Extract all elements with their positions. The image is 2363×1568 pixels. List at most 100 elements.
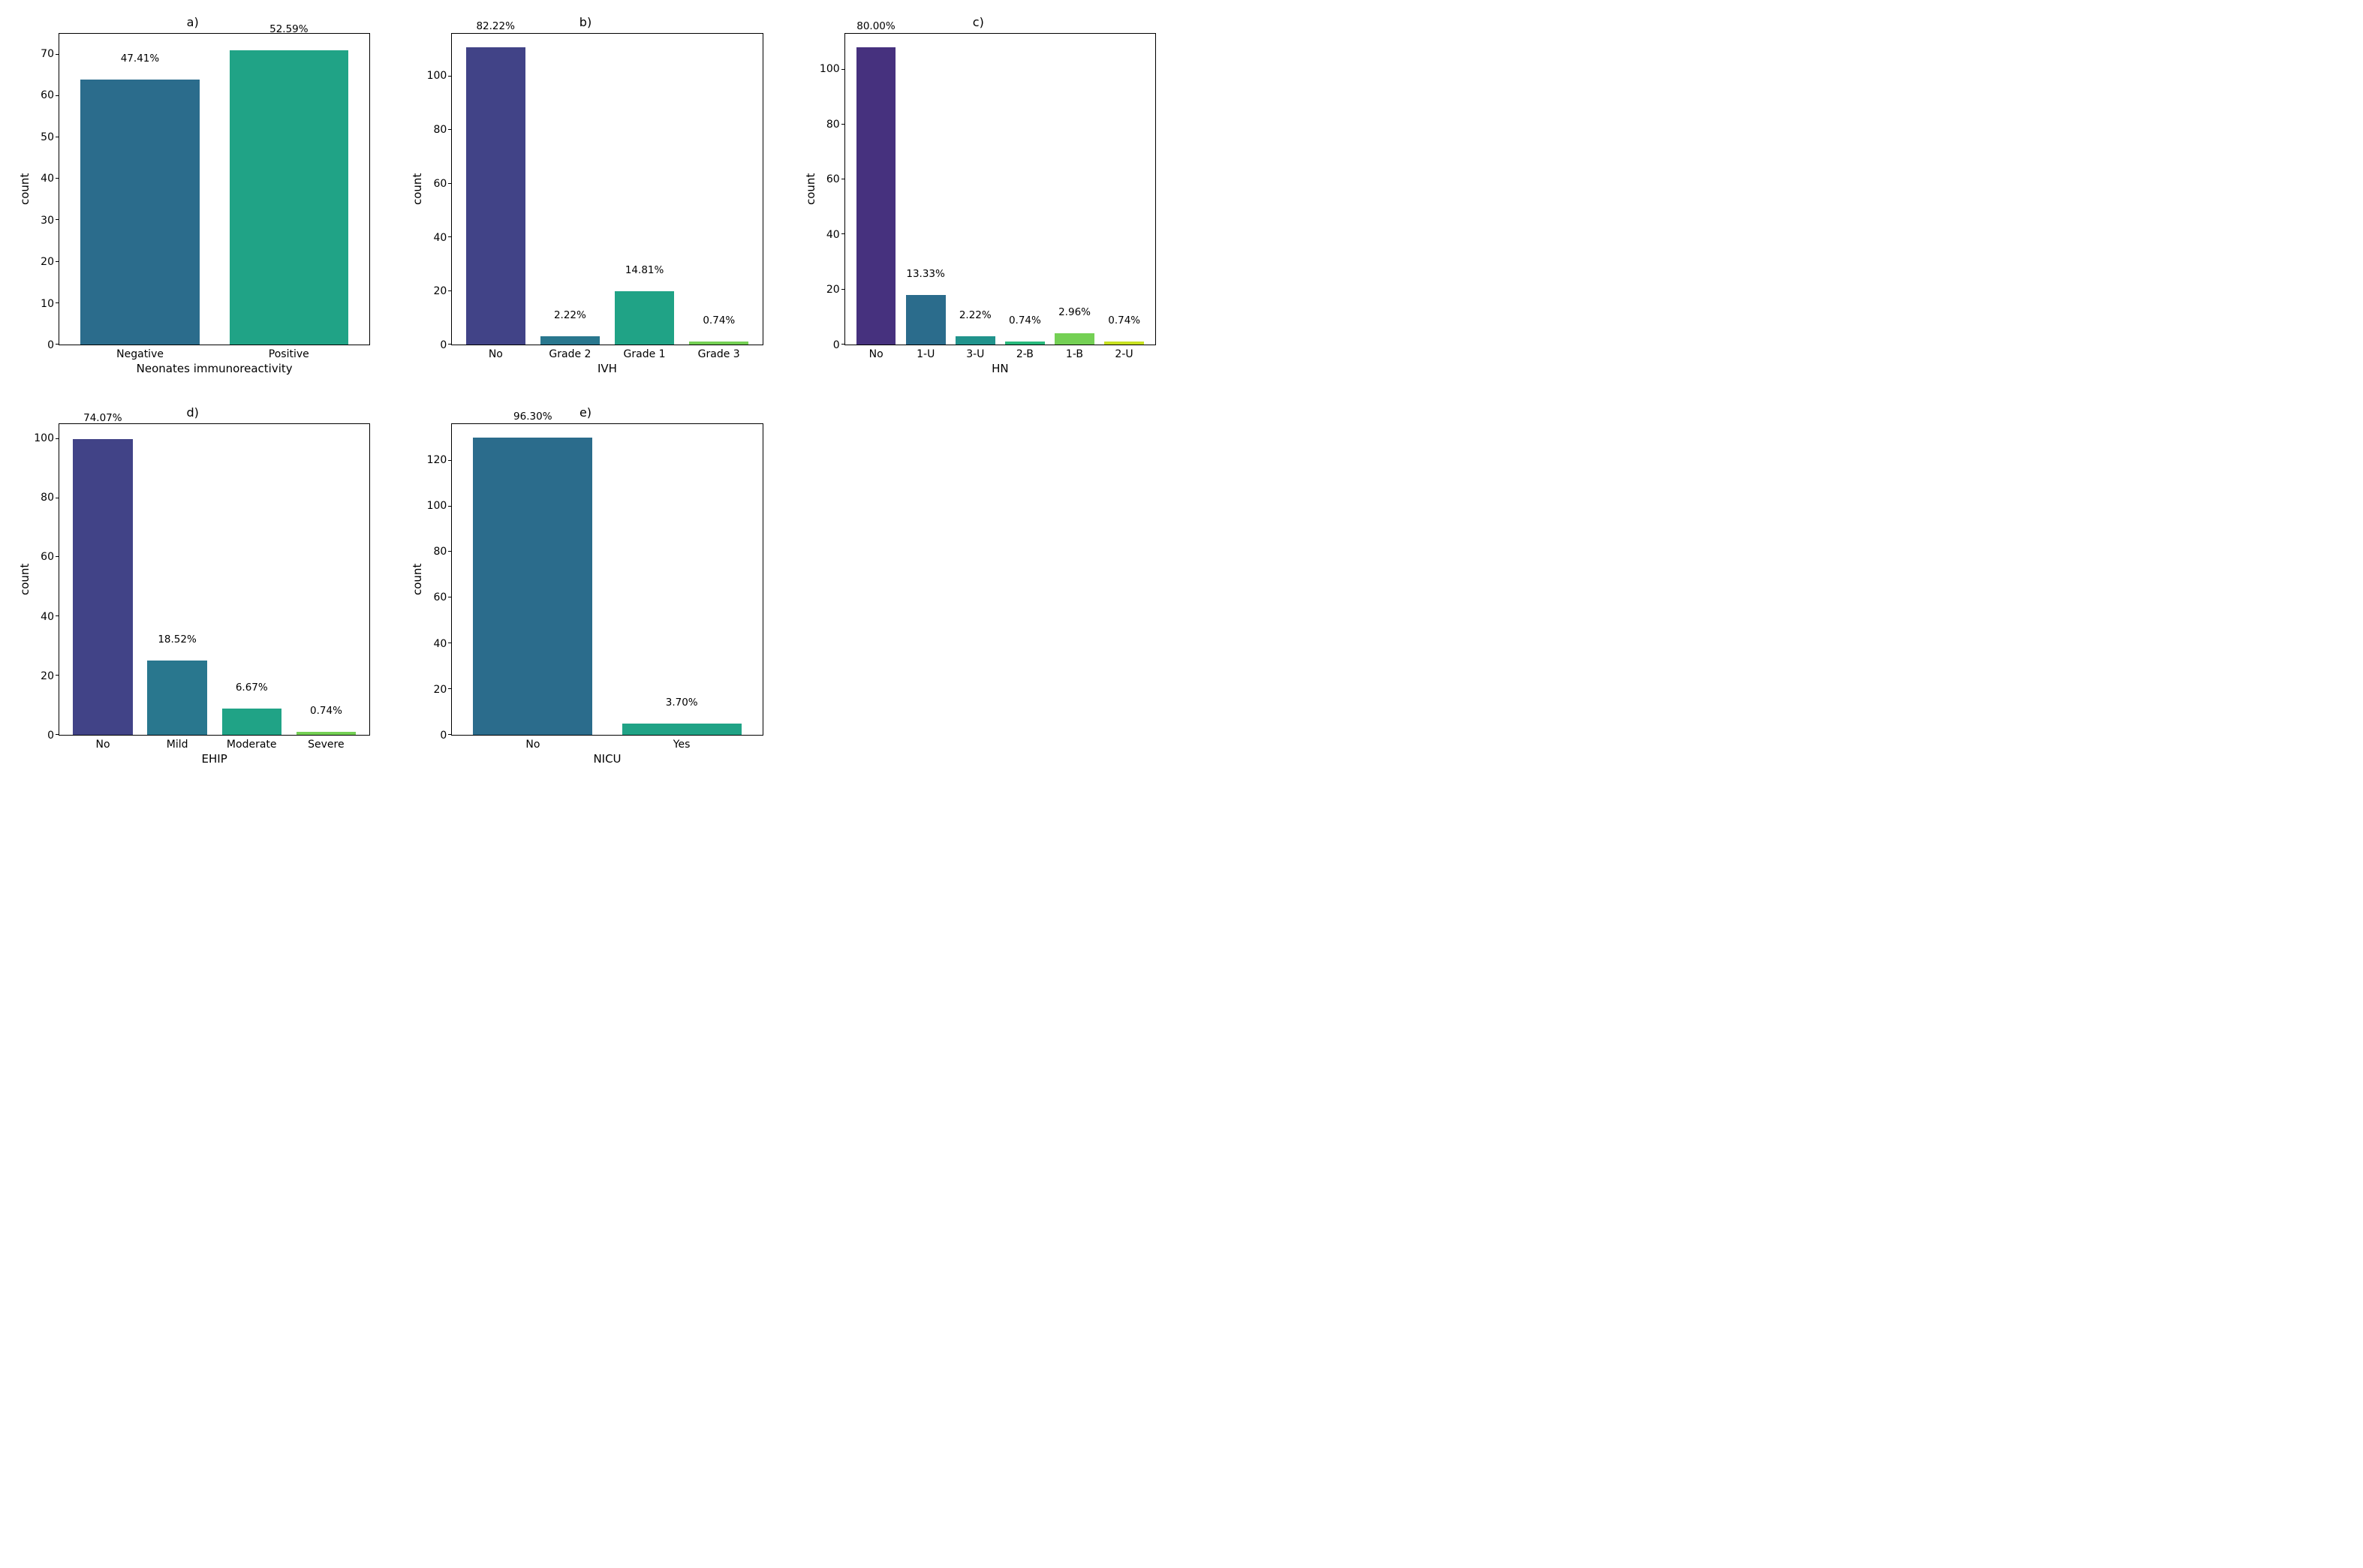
bar-wrap: 6.67% <box>215 424 289 735</box>
bar-value-label: 47.41% <box>121 53 159 66</box>
y-tick: 60 <box>434 178 447 190</box>
bar-wrap: 0.74% <box>289 424 363 735</box>
x-tick: 2-U <box>1100 348 1149 360</box>
y-tick: 40 <box>41 611 54 623</box>
y-axis-ticks: 100806040200 <box>32 423 59 736</box>
y-tick: 40 <box>434 638 447 650</box>
x-tick: Grade 1 <box>607 348 682 360</box>
bar-value-label: 6.67% <box>236 682 268 695</box>
y-tick: 80 <box>434 546 447 558</box>
bar-value-label: 14.81% <box>625 264 664 278</box>
bar <box>230 50 349 345</box>
x-tick: Positive <box>215 348 363 360</box>
bar-value-label: 13.33% <box>906 268 944 281</box>
bars-container: 80.00%13.33%2.22%0.74%2.96%0.74% <box>845 34 1155 345</box>
y-tick: 100 <box>427 70 447 82</box>
bar <box>615 291 674 345</box>
y-axis-ticks: 100806040200 <box>424 33 451 345</box>
bar-wrap: 96.30% <box>459 424 607 735</box>
panel-c: c)count10080604020080.00%13.33%2.22%0.74… <box>801 15 1156 375</box>
y-tick: 0 <box>47 339 54 351</box>
bar <box>466 47 525 345</box>
bar-wrap: 3.70% <box>607 424 756 735</box>
bars-container: 96.30% 3.70% <box>452 424 762 735</box>
y-axis-ticks: 706050403020100 <box>32 33 59 345</box>
bar-value-label: 2.22% <box>959 309 992 323</box>
y-tick: 0 <box>833 339 840 351</box>
x-tick: Mild <box>140 739 215 751</box>
bar <box>1005 342 1045 345</box>
x-tick: Yes <box>607 739 756 751</box>
bar-value-label: 2.22% <box>554 309 586 323</box>
y-axis-ticks: 120100806040200 <box>424 423 451 736</box>
bars-container: 47.41% 52.59% <box>59 34 369 345</box>
panel-title: b) <box>408 15 763 30</box>
x-tick: 3-U <box>950 348 1000 360</box>
y-tick: 20 <box>434 684 447 696</box>
bar-value-label: 96.30% <box>513 411 552 424</box>
panel-b: b)count10080604020082.22%2.22%14.81%0.74… <box>408 15 763 375</box>
y-tick: 60 <box>41 89 54 101</box>
x-axis-ticks: NoMildModerateSevere <box>59 736 370 751</box>
bar-value-label: 52.59% <box>269 23 308 37</box>
y-tick: 0 <box>47 730 54 742</box>
bar-value-label: 0.74% <box>703 315 735 328</box>
panel-a: a)count70605040302010047.41%52.59%Negati… <box>15 15 370 375</box>
bar-wrap: 18.52% <box>140 424 214 735</box>
panel-title: a) <box>15 15 370 30</box>
y-tick: 100 <box>820 63 840 75</box>
x-tick: Grade 3 <box>682 348 756 360</box>
x-axis-label: IVH <box>451 362 763 375</box>
bar-wrap: 52.59% <box>215 34 363 345</box>
x-tick: 1-U <box>901 348 950 360</box>
bar <box>906 295 946 345</box>
bar-wrap: 2.22% <box>533 34 607 345</box>
y-tick: 20 <box>41 256 54 268</box>
x-tick: Moderate <box>215 739 289 751</box>
x-tick: 2-B <box>1000 348 1049 360</box>
panel-title: c) <box>801 15 1156 30</box>
x-axis-ticks: NoGrade 2Grade 1Grade 3 <box>451 345 763 360</box>
x-tick: Negative <box>65 348 214 360</box>
bar <box>856 47 896 345</box>
y-tick: 20 <box>434 285 447 297</box>
y-tick: 40 <box>434 232 447 244</box>
x-axis-label: HN <box>844 362 1156 375</box>
panel-title: e) <box>408 405 763 420</box>
y-axis-label: count <box>15 33 32 345</box>
y-axis-label: count <box>408 423 424 736</box>
bar <box>80 80 200 345</box>
y-tick: 120 <box>427 454 447 466</box>
bar-wrap: 74.07% <box>65 424 140 735</box>
plot-area: 47.41% 52.59% <box>59 33 370 345</box>
panel-title: d) <box>15 405 370 420</box>
bar-value-label: 18.52% <box>158 634 196 647</box>
bar-value-label: 3.70% <box>666 697 698 710</box>
x-axis-label: EHIP <box>59 752 370 766</box>
bar-wrap: 2.22% <box>950 34 1000 345</box>
x-axis-label: NICU <box>451 752 763 766</box>
bar <box>1055 333 1094 345</box>
x-axis-ticks: NoYes <box>451 736 763 751</box>
bar-value-label: 0.74% <box>310 705 342 718</box>
bar <box>297 732 356 735</box>
x-tick: No <box>459 739 607 751</box>
bar-value-label: 74.07% <box>83 412 122 426</box>
y-axis-ticks: 100806040200 <box>817 33 844 345</box>
y-axis-label: count <box>408 33 424 345</box>
x-tick: No <box>851 348 901 360</box>
bar-wrap: 14.81% <box>607 34 682 345</box>
bars-container: 74.07% 18.52% 6.67% 0.74% <box>59 424 369 735</box>
plot-area: 96.30% 3.70% <box>451 423 763 736</box>
bar <box>147 661 206 735</box>
bar-wrap: 13.33% <box>901 34 950 345</box>
bar-wrap: 2.96% <box>1049 34 1099 345</box>
bar <box>956 336 995 345</box>
bar <box>222 709 281 735</box>
chart-grid: a)count70605040302010047.41%52.59%Negati… <box>15 15 1156 766</box>
y-tick: 60 <box>434 591 447 603</box>
bar <box>1104 342 1144 345</box>
x-tick: 1-B <box>1049 348 1099 360</box>
y-axis-label: count <box>801 33 817 345</box>
plot-area: 74.07% 18.52% 6.67% 0.74% <box>59 423 370 736</box>
